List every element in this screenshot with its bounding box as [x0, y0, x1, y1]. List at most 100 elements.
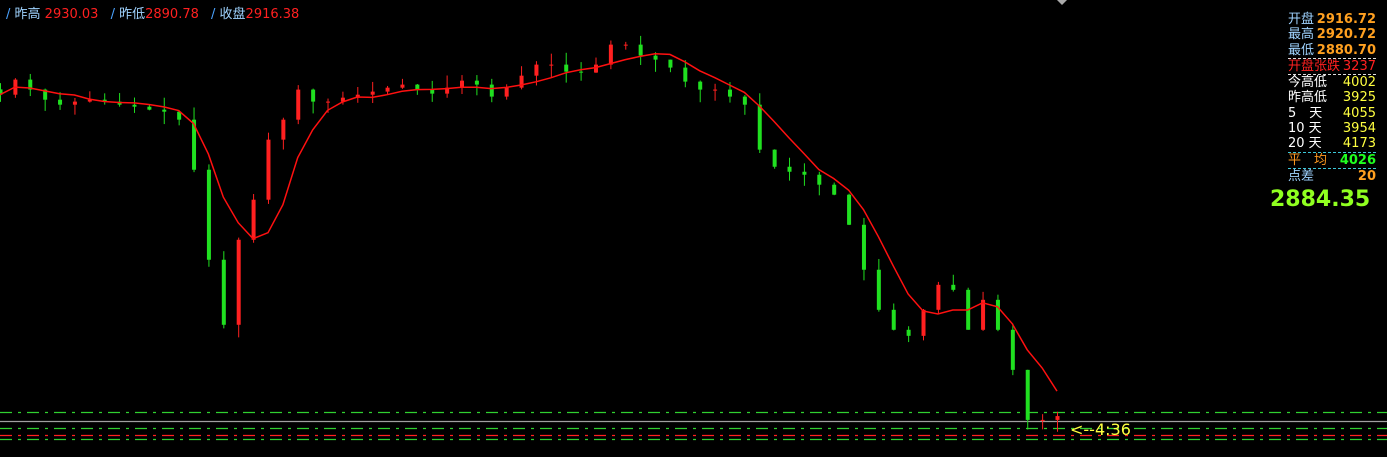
candle-down	[995, 299, 1000, 330]
candle-up	[534, 64, 539, 76]
candle-up	[355, 94, 360, 98]
candle-down	[891, 309, 896, 330]
candle-down	[430, 89, 435, 94]
candle-down	[668, 59, 673, 68]
candle-up	[1055, 416, 1060, 420]
low-value: 2880.70	[1316, 42, 1376, 58]
spread-row: 点差 20	[1288, 169, 1376, 184]
candle-up	[281, 119, 286, 140]
candle-down	[653, 55, 658, 60]
moving-average-line	[0, 53, 1058, 392]
candle-down	[787, 166, 792, 172]
yest-range-row: 昨高低 3925	[1288, 90, 1376, 105]
open-change-row: 开盘张跌 3237	[1288, 58, 1376, 76]
candle-down	[221, 259, 226, 325]
avg-label: 平 均	[1288, 152, 1328, 168]
candle-up	[921, 309, 926, 336]
low-label: 最低	[1288, 42, 1315, 58]
today-range-value: 4002	[1342, 75, 1376, 91]
spread-label: 点差	[1288, 168, 1315, 184]
yesterday-high-label: 昨高	[14, 7, 41, 22]
d20-row: 20 天 4173	[1288, 136, 1376, 153]
high-label: 最高	[1288, 27, 1315, 43]
candle-up	[326, 101, 331, 103]
current-price: 2884.35	[1270, 187, 1371, 212]
candle-down	[489, 84, 494, 97]
yest-range-value: 3925	[1342, 90, 1376, 106]
candle-up	[593, 64, 598, 73]
close-value: 2916.38	[245, 7, 300, 22]
candle-down	[951, 284, 956, 290]
high-row: 最高 2920.72	[1288, 27, 1376, 42]
candle-down	[564, 64, 569, 72]
candle-down	[727, 89, 732, 97]
today-range-label: 今高低	[1288, 75, 1328, 91]
candle-up	[445, 87, 450, 94]
candle-up	[266, 139, 271, 200]
candle-down	[162, 109, 167, 112]
candle-down	[832, 184, 837, 195]
candle-up	[549, 64, 554, 66]
candle-down	[311, 89, 316, 102]
candle-down	[147, 106, 152, 110]
candle-up	[981, 299, 986, 330]
d5-label: 5 天	[1288, 105, 1323, 121]
candle-down	[876, 269, 881, 310]
candle-up	[608, 44, 613, 65]
candle-down	[579, 71, 584, 73]
candle-down	[43, 89, 48, 100]
open-label: 开盘	[1288, 12, 1315, 27]
d5-value: 4055	[1342, 105, 1376, 121]
candle-up	[385, 87, 390, 92]
candle-up	[251, 199, 256, 240]
bar-countdown: <--4:36	[1070, 420, 1131, 439]
candle-down	[772, 149, 777, 167]
low-row: 最低 2880.70	[1288, 43, 1376, 59]
candle-down	[192, 119, 197, 170]
candle-down	[757, 104, 762, 150]
candle-down	[0, 89, 3, 95]
candle-down	[28, 79, 33, 90]
candle-down	[1025, 369, 1030, 420]
open-row: 开盘 2916.72	[1288, 12, 1376, 27]
d10-value: 3954	[1342, 121, 1376, 137]
open-change-label: 开盘张跌	[1288, 58, 1341, 74]
scroll-marker-icon[interactable]	[1057, 0, 1067, 5]
candle-up	[504, 87, 509, 97]
candle-down	[206, 169, 211, 260]
d20-label: 20 天	[1288, 136, 1322, 152]
avg-value: 4026	[1339, 152, 1376, 168]
candle-up	[72, 101, 77, 105]
candle-up	[296, 89, 301, 120]
candle-down	[698, 81, 703, 90]
info-panel: 开盘 2916.72 最高 2920.72 最低 2880.70 开盘张跌 3237 今…	[1288, 12, 1376, 184]
candle-down	[802, 171, 807, 175]
candle-up	[936, 284, 941, 310]
spread-value: 20	[1357, 168, 1376, 184]
candle-down	[638, 44, 643, 56]
candle-down	[177, 111, 182, 120]
candle-down	[132, 104, 137, 107]
open-change-value: 3237	[1342, 58, 1376, 74]
yest-range-label: 昨高低	[1288, 90, 1328, 106]
candle-up	[713, 89, 718, 91]
candle-up	[519, 75, 524, 88]
candle-down	[861, 224, 866, 270]
candle-down	[415, 84, 420, 90]
today-range-row: 今高低 4002	[1288, 75, 1376, 90]
candle-down	[683, 67, 688, 82]
candle-up	[460, 80, 465, 88]
header-bar: / 昨高 2930.03 / 昨低2890.78 / 收盘2916.38	[6, 7, 300, 22]
yesterday-low-label: 昨低	[119, 7, 146, 22]
yesterday-high-value: 2930.03	[44, 7, 99, 22]
candle-up	[236, 239, 241, 325]
avg-row: 平 均 4026	[1288, 153, 1376, 169]
candle-down	[474, 80, 479, 85]
close-label: 收盘	[219, 7, 246, 22]
d10-row: 10 天 3954	[1288, 121, 1376, 136]
candle-down	[906, 329, 911, 336]
candle-down	[742, 96, 747, 105]
d5-row: 5 天 4055	[1288, 106, 1376, 121]
d20-value: 4173	[1342, 136, 1376, 152]
